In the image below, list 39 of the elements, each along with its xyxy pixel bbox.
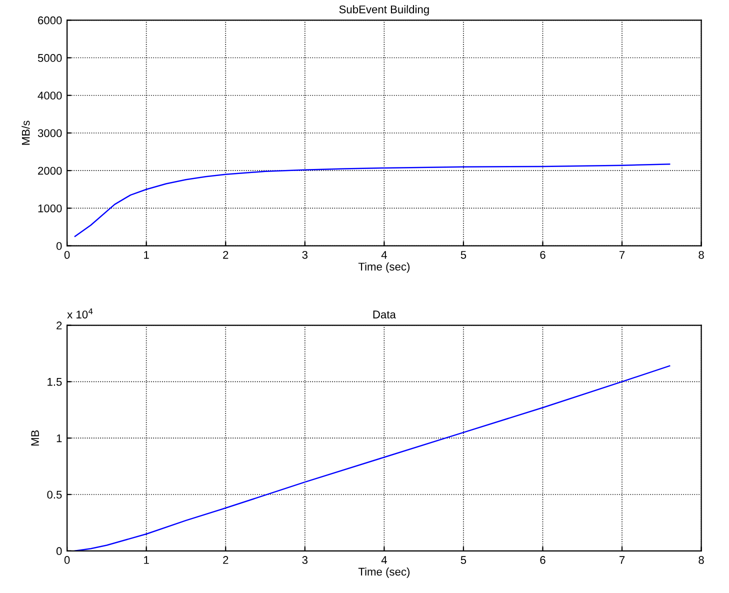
x-tick-label: 1 — [144, 556, 149, 564]
x-tick-label: 0 — [64, 250, 70, 259]
y-tick-label: 0.5 — [47, 490, 62, 499]
x-tick-label: 7 — [620, 251, 625, 259]
x-axis-title: Time (sec) — [358, 262, 410, 273]
chart-title: SubEvent Building — [339, 5, 429, 16]
x-tick-label: 8 — [698, 250, 704, 259]
x-tick-label: 6 — [540, 250, 546, 259]
y-tick-label: 5000 — [38, 54, 62, 62]
y-tick-label: 1000 — [38, 204, 62, 212]
x-tick-label: 5 — [460, 556, 466, 564]
x-tick-label: 5 — [460, 251, 466, 259]
y-axis-title: MB — [31, 430, 39, 446]
x-tick-label: 4 — [381, 556, 387, 564]
chart-title: Data — [373, 310, 396, 318]
x-axis-title: Time (sec) — [358, 568, 410, 578]
x-tick-label: 2 — [223, 250, 228, 259]
y-tick-label: 3000 — [38, 129, 62, 138]
line-series — [74, 365, 670, 551]
x-tick-label: 3 — [302, 556, 308, 564]
y-tick-label: 0 — [56, 547, 62, 556]
y-tick-label: 6000 — [38, 16, 62, 24]
y-tick-label: 0 — [56, 242, 62, 250]
y-tick-label: 2 — [56, 322, 62, 330]
x-tick-label: 3 — [302, 250, 308, 259]
y-axis-title: MB/s — [22, 120, 30, 145]
x-tick-label: 1 — [144, 251, 149, 259]
y-tick-label: 4000 — [38, 92, 62, 100]
x-tick-label: 4 — [381, 251, 387, 259]
x-tick-label: 2 — [223, 556, 228, 564]
x-tick-label: 0 — [64, 556, 70, 564]
x-tick-label: 6 — [540, 556, 546, 564]
x-tick-label: 7 — [620, 556, 625, 564]
y-tick-label: 2000 — [38, 166, 62, 175]
line-series — [74, 164, 670, 238]
text: x 10$^{4}$ — [67, 308, 93, 318]
y-tick-label: 1 — [56, 434, 62, 442]
y-tick-label: 1.5 — [48, 378, 62, 386]
x-tick-label: 8 — [698, 556, 704, 564]
